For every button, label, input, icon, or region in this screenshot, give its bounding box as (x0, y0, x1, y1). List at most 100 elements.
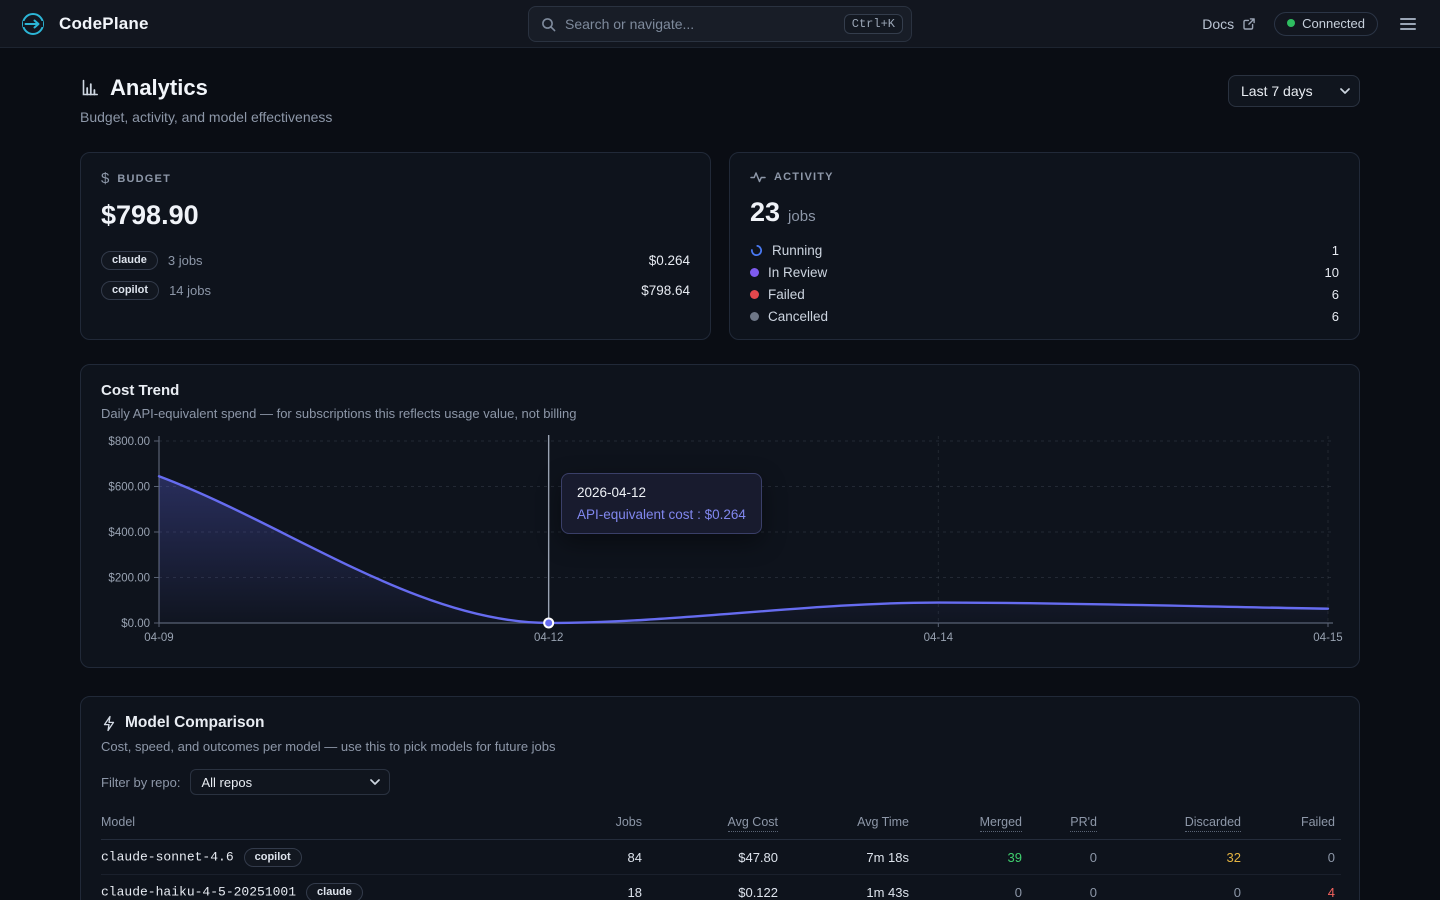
table-row: claude-sonnet-4.6copilot84$47.807m 18s39… (101, 840, 1341, 875)
budget-row-jobs: 3 jobs (168, 253, 203, 268)
cell-avg_time: 1m 43s (778, 875, 909, 900)
status-dot-icon (750, 268, 759, 277)
activity-status-row: Cancelled 6 (750, 305, 1339, 327)
cell-jobs: 18 (555, 875, 642, 900)
search-input[interactable]: Search or navigate... Ctrl+K (528, 6, 912, 42)
status-count: 1 (1332, 243, 1339, 258)
repo-filter-select[interactable]: All repos (190, 769, 390, 795)
activity-status-list: Running 1 In Review10 Failed 6 Cancelled 6 (750, 239, 1339, 327)
date-range-select[interactable]: Last 7 days (1228, 75, 1360, 107)
status-dot-icon (750, 312, 759, 321)
cell-failed: 0 (1241, 840, 1341, 875)
cost-trend-subtitle: Daily API-equivalent spend — for subscri… (101, 406, 1339, 421)
cell-avg_cost: $47.80 (642, 840, 778, 875)
provider-badge: copilot (101, 281, 159, 300)
budget-row: copilot14 jobs$798.64 (101, 275, 690, 305)
column-header-label: Jobs (616, 815, 642, 829)
model-comparison-card: Model Comparison Cost, speed, and outcom… (80, 696, 1360, 900)
column-header-discarded[interactable]: Discarded (1097, 809, 1241, 840)
column-header-label: Merged (980, 815, 1022, 832)
activity-pulse-icon (750, 170, 766, 184)
dollar-icon: $ (101, 170, 109, 187)
codeplane-logo-icon (20, 11, 46, 37)
cell-discarded: 32 (1097, 840, 1241, 875)
column-header-label: Discarded (1185, 815, 1241, 832)
status-label: Cancelled (768, 309, 828, 324)
cost-trend-card: Cost Trend Daily API-equivalent spend — … (80, 364, 1360, 668)
model-name: claude-haiku-4-5-20251001 (101, 884, 296, 899)
activity-status-row: Running 1 (750, 239, 1339, 261)
brand[interactable]: CodePlane (20, 11, 149, 37)
search-icon (541, 17, 556, 32)
cell-failed: 4 (1241, 875, 1341, 900)
table-header-row: Model Jobs Avg CostAvg Time Merged PR'd Disca… (101, 809, 1341, 840)
activity-card-header: ACTIVITY (750, 170, 1339, 184)
budget-row-jobs: 14 jobs (169, 283, 211, 298)
repo-filter-row: Filter by repo: All repos (101, 769, 1339, 795)
cell-avg_cost: $0.122 (642, 875, 778, 900)
cell-avg_time: 7m 18s (778, 840, 909, 875)
provider-badge: claude (101, 251, 158, 270)
column-header-failed: Failed (1241, 809, 1341, 840)
model-comparison-table: Model Jobs Avg CostAvg Time Merged PR'd Disca… (101, 809, 1341, 900)
status-count: 6 (1332, 287, 1339, 302)
status-dot-icon (750, 290, 759, 299)
column-header-model: Model (101, 809, 555, 840)
activity-card-label: ACTIVITY (774, 171, 834, 183)
budget-card-header: $ BUDGET (101, 170, 690, 187)
stat-cards-row: $ BUDGET $798.90 claude3 jobs$0.264copil… (80, 152, 1360, 340)
column-header-pr-d[interactable]: PR'd (1022, 809, 1097, 840)
external-link-icon (1241, 16, 1256, 31)
menu-icon[interactable] (1396, 14, 1420, 34)
search-shortcut-kbd: Ctrl+K (844, 14, 903, 34)
chart-tooltip: 2026-04-12 API-equivalent cost : $0.264 (561, 473, 762, 534)
main-content: Analytics Budget, activity, and model ef… (80, 48, 1360, 900)
status-label: Running (772, 243, 822, 258)
connected-dot-icon (1287, 19, 1295, 27)
provider-badge: copilot (244, 848, 302, 867)
budget-rows: claude3 jobs$0.264copilot14 jobs$798.64 (101, 245, 690, 305)
column-header-jobs: Jobs (555, 809, 642, 840)
budget-row: claude3 jobs$0.264 (101, 245, 690, 275)
bar-chart-icon (80, 78, 100, 98)
connection-status-badge: Connected (1274, 12, 1378, 36)
activity-total: 23 jobs (750, 197, 1339, 228)
activity-status-row: In Review10 (750, 261, 1339, 283)
svg-text:04-09: 04-09 (144, 632, 173, 644)
activity-total-count: 23 (750, 197, 780, 228)
budget-card: $ BUDGET $798.90 claude3 jobs$0.264copil… (80, 152, 711, 340)
column-header-label: Model (101, 815, 135, 829)
svg-text:$200.00: $200.00 (108, 573, 150, 585)
activity-total-unit: jobs (788, 208, 816, 225)
spinner-icon (750, 244, 763, 257)
provider-badge: claude (306, 883, 363, 900)
cell-merged: 0 (909, 875, 1022, 900)
cell-prd: 0 (1022, 840, 1097, 875)
budget-card-label: BUDGET (117, 173, 171, 185)
cell-merged: 39 (909, 840, 1022, 875)
column-header-label: PR'd (1070, 815, 1097, 832)
activity-card: ACTIVITY 23 jobs Running 1 In Review10 Fail… (729, 152, 1360, 340)
column-header-avg-cost[interactable]: Avg Cost (642, 809, 778, 840)
column-header-label: Avg Cost (728, 815, 779, 832)
docs-link[interactable]: Docs (1202, 16, 1256, 32)
cell-jobs: 84 (555, 840, 642, 875)
repo-select-wrap: All repos (190, 769, 390, 795)
status-count: 10 (1325, 265, 1339, 280)
top-navbar: CodePlane Search or navigate... Ctrl+K D… (0, 0, 1440, 48)
cost-trend-title: Cost Trend (101, 382, 1339, 399)
tooltip-value: API-equivalent cost : $0.264 (577, 507, 746, 522)
tooltip-date: 2026-04-12 (577, 485, 746, 500)
column-header-avg-time: Avg Time (778, 809, 909, 840)
model-comparison-header: Model Comparison (101, 714, 1339, 732)
cost-trend-chart[interactable]: $0.00$200.00$400.00$600.00$800.0004-0904… (101, 433, 1341, 648)
cell-discarded: 0 (1097, 875, 1241, 900)
column-header-merged[interactable]: Merged (909, 809, 1022, 840)
page-subtitle: Budget, activity, and model effectivenes… (80, 109, 332, 125)
repo-filter-label: Filter by repo: (101, 775, 180, 790)
status-count: 6 (1332, 309, 1339, 324)
svg-text:$400.00: $400.00 (108, 527, 150, 539)
svg-text:$800.00: $800.00 (108, 436, 150, 448)
connection-status-label: Connected (1302, 16, 1365, 31)
status-label: Failed (768, 287, 805, 302)
